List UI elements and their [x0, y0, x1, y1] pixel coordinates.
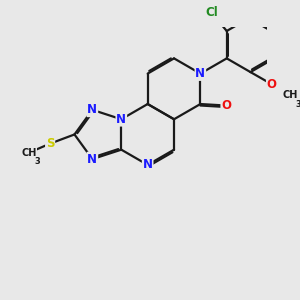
Text: N: N	[87, 153, 98, 166]
Text: CH: CH	[21, 148, 37, 158]
Text: 3: 3	[296, 100, 300, 109]
Text: 3: 3	[34, 158, 40, 166]
Text: S: S	[46, 137, 54, 150]
Text: Cl: Cl	[205, 6, 218, 19]
Text: N: N	[116, 113, 126, 126]
Text: N: N	[143, 158, 153, 171]
Text: O: O	[221, 99, 231, 112]
Text: N: N	[87, 103, 98, 116]
Text: O: O	[267, 78, 277, 91]
Text: N: N	[195, 67, 206, 80]
Text: CH: CH	[282, 90, 298, 100]
